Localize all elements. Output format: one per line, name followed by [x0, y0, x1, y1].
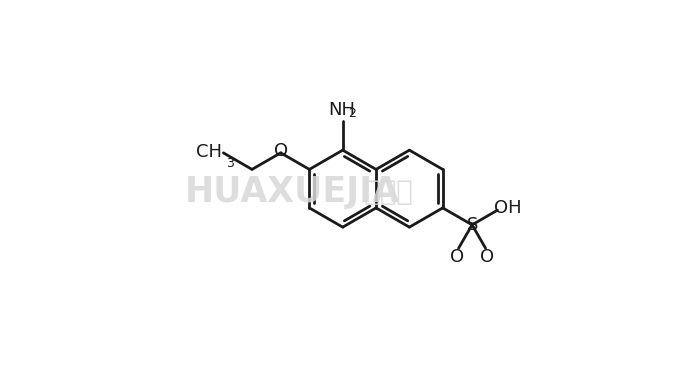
Text: CH: CH: [196, 143, 222, 161]
Text: OH: OH: [494, 199, 522, 217]
Text: O: O: [274, 142, 288, 160]
Text: S: S: [466, 216, 477, 234]
Text: 化学加: 化学加: [364, 179, 414, 206]
Text: NH: NH: [329, 101, 355, 119]
Text: O: O: [480, 248, 494, 266]
Text: O: O: [450, 248, 464, 266]
Text: 2: 2: [348, 107, 356, 120]
Text: 3: 3: [226, 157, 234, 170]
Text: HUAXUEJIA: HUAXUEJIA: [185, 176, 400, 209]
